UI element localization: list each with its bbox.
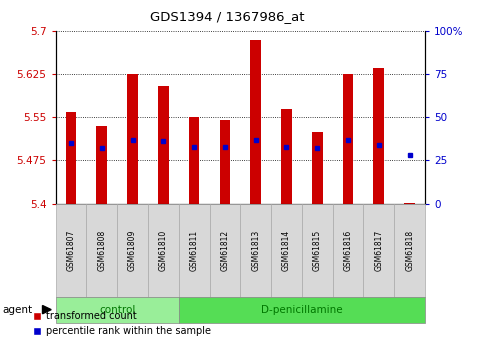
- Text: control: control: [99, 305, 135, 315]
- Bar: [96, 126, 107, 204]
- Bar: [127, 74, 138, 204]
- Bar: [404, 203, 415, 204]
- Text: agent: agent: [2, 305, 32, 315]
- Text: GSM61810: GSM61810: [159, 229, 168, 271]
- Text: GSM61809: GSM61809: [128, 229, 137, 271]
- Bar: [189, 117, 199, 204]
- Text: GDS1394 / 1367986_at: GDS1394 / 1367986_at: [150, 10, 304, 23]
- Text: D-penicillamine: D-penicillamine: [261, 305, 342, 315]
- Bar: [281, 109, 292, 204]
- Text: GSM61814: GSM61814: [282, 229, 291, 271]
- Bar: [312, 132, 323, 204]
- Text: GSM61813: GSM61813: [251, 229, 260, 271]
- Text: GSM61807: GSM61807: [67, 229, 75, 271]
- Text: GSM61808: GSM61808: [97, 229, 106, 271]
- Bar: [219, 120, 230, 204]
- Text: GSM61812: GSM61812: [220, 229, 229, 271]
- Text: GSM61815: GSM61815: [313, 229, 322, 271]
- Bar: [250, 40, 261, 204]
- Text: GSM61811: GSM61811: [190, 229, 199, 271]
- Bar: [158, 86, 169, 204]
- Bar: [373, 68, 384, 204]
- Text: GSM61817: GSM61817: [374, 229, 384, 271]
- Text: GSM61818: GSM61818: [405, 229, 414, 271]
- Bar: [342, 74, 354, 204]
- Bar: [66, 111, 76, 204]
- Text: GSM61816: GSM61816: [343, 229, 353, 271]
- Legend: transformed count, percentile rank within the sample: transformed count, percentile rank withi…: [29, 307, 214, 340]
